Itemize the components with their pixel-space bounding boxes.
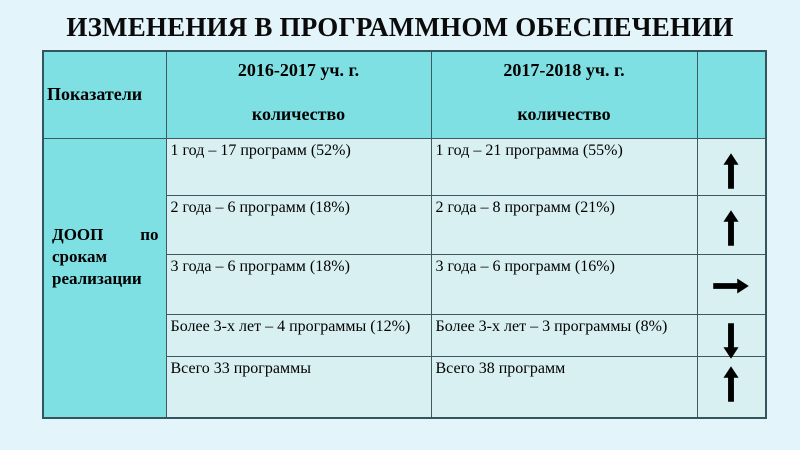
table-row: ДООП по срокам реализации 1 год – 17 про… [42, 137, 767, 419]
table-row: 2 года – 6 программ (18%) 2 года – 8 про… [43, 194, 767, 255]
trend-arrow-icon [723, 210, 739, 246]
header-year-2016-label: 2016-2017 уч. г. [237, 60, 360, 81]
trend-arrow-icon [723, 153, 739, 189]
trend-cell [696, 194, 767, 255]
trend-arrow-icon [713, 268, 750, 304]
table-header-row: Показатели 2016-2017 уч. г. количество 2… [42, 50, 767, 139]
cell-2017: 1 год – 21 программа (55%) [430, 137, 698, 196]
page-title: ИЗМЕНЕНИЯ В ПРОГРАММНОМ ОБЕСПЕЧЕНИИ [66, 12, 734, 42]
cell-2016: Более 3-х лет – 4 программы (12%) [165, 313, 432, 357]
table-row: Всего 33 программы Всего 38 программ [43, 355, 767, 419]
changes-table: Показатели 2016-2017 уч. г. количество 2… [42, 50, 767, 419]
cell-2016: 2 года – 6 программ (18%) [165, 194, 432, 255]
cell-2017: 3 года – 6 программ (16%) [430, 253, 698, 315]
cell-2016: Всего 33 программы [165, 355, 432, 419]
cell-2017: Всего 38 программ [430, 355, 698, 419]
cell-2017: Более 3-х лет – 3 программы (8%) [430, 313, 698, 357]
header-indicators: Показатели [42, 50, 167, 139]
table-row: 3 года – 6 программ (18%) 3 года – 6 про… [43, 253, 767, 315]
cell-2016: 3 года – 6 программ (18%) [165, 253, 432, 315]
trend-cell [696, 355, 767, 419]
trend-cell [696, 313, 767, 359]
header-measure-2016: количество [251, 104, 346, 125]
trend-arrow-icon [723, 322, 739, 359]
header-year-2017: 2017-2018 уч. г. количество [430, 50, 698, 139]
trend-arrow-icon [723, 366, 739, 403]
header-year-2017-label: 2017-2018 уч. г. [503, 60, 625, 81]
header-trend-cell [696, 50, 767, 139]
header-year-2016: 2016-2017 уч. г. количество [165, 50, 432, 139]
row-group-label: ДООП по срокам реализации [42, 137, 167, 419]
trend-cell [696, 137, 767, 196]
table-row: Более 3-х лет – 4 программы (12%) Более … [43, 313, 767, 359]
header-measure-2017: количество [517, 104, 611, 125]
cell-2017: 2 года – 8 программ (21%) [430, 194, 698, 255]
trend-cell [696, 253, 767, 315]
cell-2016: 1 год – 17 программ (52%) [165, 137, 432, 196]
